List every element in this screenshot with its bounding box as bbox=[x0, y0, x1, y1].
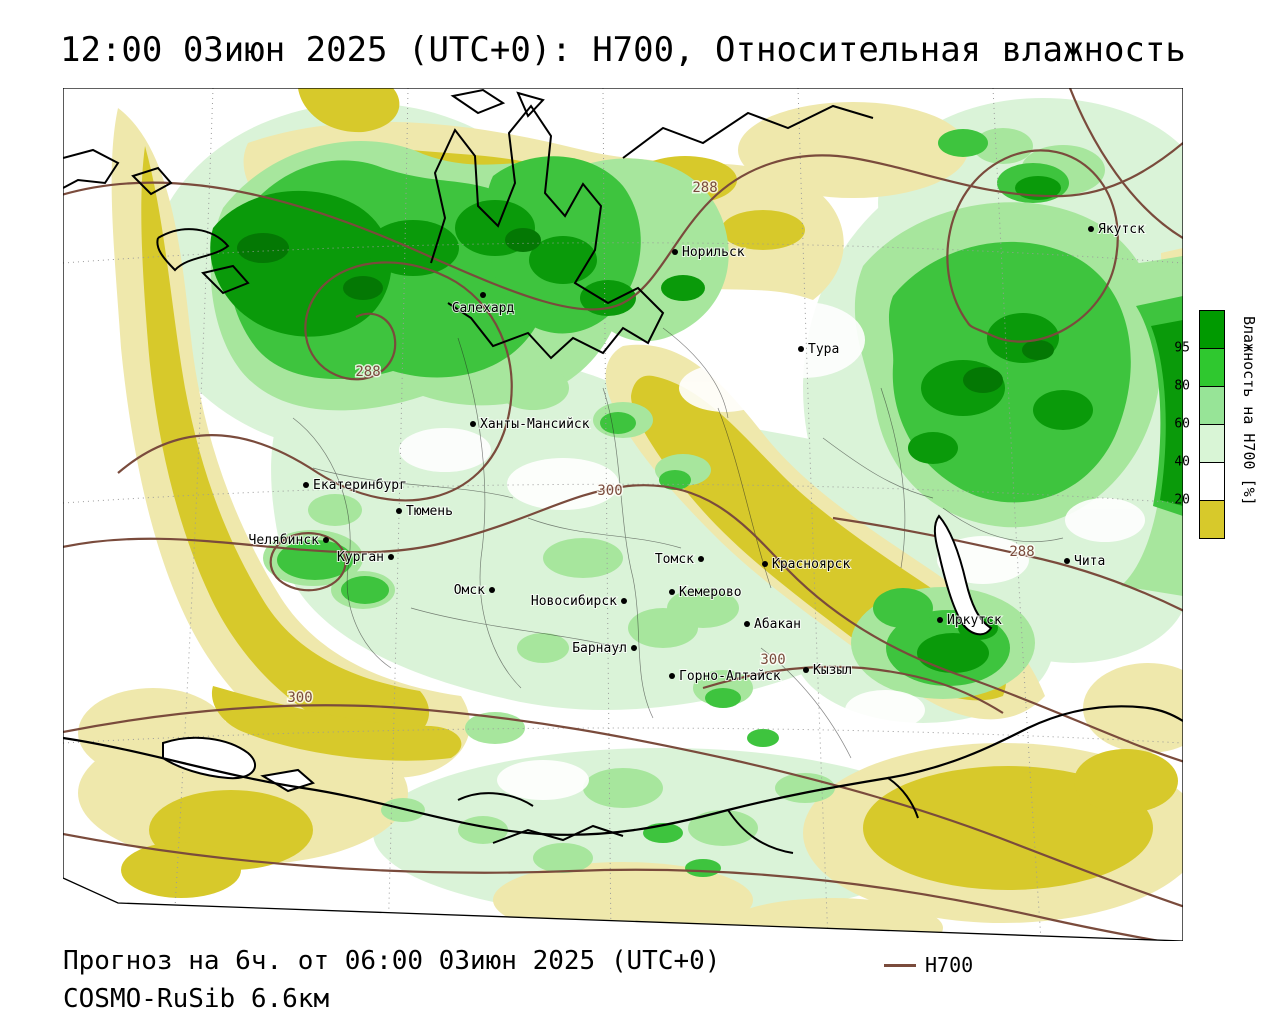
city-dot bbox=[669, 589, 675, 595]
city-label: Екатеринбург bbox=[313, 478, 407, 493]
colorbar-tick-label: 40 bbox=[1174, 454, 1190, 470]
city-dot bbox=[396, 508, 402, 514]
city-marker: Омск bbox=[453, 582, 495, 599]
colorbar-segment bbox=[1200, 387, 1224, 425]
city-markers: Норильск Салехард Тура Якутск Ханты-Мансийск… bbox=[248, 221, 1147, 685]
graticule bbox=[63, 88, 1183, 941]
city-marker: Абакан bbox=[744, 616, 802, 633]
city-marker: Челябинск bbox=[248, 532, 329, 549]
admin-borders bbox=[292, 327, 1064, 759]
city-marker: Ханты-Мансийск bbox=[470, 416, 591, 433]
city-dot bbox=[937, 617, 943, 623]
city-marker: Кемерово bbox=[669, 584, 743, 601]
city-marker: Екатеринбург bbox=[303, 477, 408, 494]
city-marker: Новосибирск bbox=[530, 593, 627, 610]
map-border bbox=[63, 88, 1183, 941]
city-label: Курган bbox=[337, 550, 384, 565]
city-marker: Курган bbox=[336, 549, 394, 566]
colorbar-segment bbox=[1200, 311, 1224, 349]
humidity-field-white-gaps bbox=[399, 302, 1145, 800]
city-dot bbox=[388, 554, 394, 560]
city-label: Салехард bbox=[452, 301, 515, 316]
humidity-field-darkest-green bbox=[237, 228, 1054, 393]
city-dot bbox=[480, 292, 486, 298]
city-marker: Салехард bbox=[451, 292, 515, 317]
city-marker: Барнаул bbox=[571, 640, 637, 657]
coastlines bbox=[63, 88, 1183, 854]
lake-baikal bbox=[933, 514, 993, 636]
city-label: Кызыл bbox=[813, 663, 852, 678]
city-label: Красноярск bbox=[772, 557, 850, 572]
colorbar-tick-label: 60 bbox=[1174, 416, 1190, 432]
page-title: 12:00 03июн 2025 (UTC+0): H700, Относите… bbox=[60, 30, 1186, 70]
city-dot bbox=[303, 482, 309, 488]
city-dot bbox=[798, 346, 804, 352]
colorbar-segment bbox=[1200, 349, 1224, 387]
city-label: Тюмень bbox=[406, 504, 453, 519]
city-label: Новосибирск bbox=[531, 594, 617, 609]
city-marker: Иркутск bbox=[937, 612, 1003, 629]
contour-label: 288 bbox=[1009, 544, 1034, 560]
forecast-info: Прогноз на 6ч. от 06:00 03июн 2025 (UTC+… bbox=[63, 946, 721, 976]
contour-labels: 288 288 300 288 300 300 bbox=[286, 179, 1036, 708]
city-dot bbox=[489, 587, 495, 593]
city-dot bbox=[1088, 226, 1094, 232]
colorbar-tick-label: 95 bbox=[1174, 340, 1190, 356]
map-area: 288 288 300 288 300 300 Норильск Салехард Тура Я… bbox=[63, 88, 1183, 941]
city-dot bbox=[803, 667, 809, 673]
city-dot bbox=[698, 556, 704, 562]
city-label: Чита bbox=[1074, 554, 1105, 569]
city-marker: Тюмень bbox=[396, 503, 454, 520]
city-marker: Красноярск bbox=[762, 556, 851, 573]
city-label: Кемерово bbox=[679, 585, 742, 600]
city-label: Горно-Алтайск bbox=[679, 669, 781, 684]
city-dot bbox=[672, 249, 678, 255]
city-label: Абакан bbox=[754, 617, 801, 632]
contour-label: 300 bbox=[287, 690, 312, 706]
city-label: Иркутск bbox=[947, 613, 1002, 628]
city-dot bbox=[470, 421, 476, 427]
colorbar-tick-label: 80 bbox=[1174, 378, 1190, 394]
contour-line-swatch bbox=[884, 963, 916, 967]
colorbar-ticks: 95 80 60 40 20 bbox=[1152, 310, 1194, 534]
contour-legend: H700 bbox=[884, 953, 973, 977]
city-marker: Кызыл bbox=[803, 662, 853, 679]
colorbar-tick-label: 20 bbox=[1174, 492, 1190, 508]
model-info: COSMO-RuSib 6.6км bbox=[63, 984, 330, 1014]
city-marker: Якутск bbox=[1088, 221, 1146, 238]
colorbar-segment bbox=[1200, 463, 1224, 501]
contour-lines bbox=[63, 88, 1183, 941]
contour-label: 288 bbox=[355, 364, 380, 380]
city-dot bbox=[631, 645, 637, 651]
colorbar-segment bbox=[1200, 425, 1224, 463]
contour-label: 288 bbox=[692, 180, 717, 196]
city-label: Якутск bbox=[1098, 222, 1145, 237]
city-label: Ханты-Мансийск bbox=[480, 417, 590, 432]
city-label: Томск bbox=[655, 552, 694, 567]
colorbar-segment bbox=[1200, 501, 1224, 538]
city-dot bbox=[1064, 558, 1070, 564]
colorbar-label: Влажность на H700 [%] bbox=[1240, 316, 1258, 506]
city-dot bbox=[744, 621, 750, 627]
city-dot bbox=[323, 537, 329, 543]
city-marker: Горно-Алтайск bbox=[669, 668, 782, 685]
colorbar bbox=[1199, 310, 1225, 539]
city-dot bbox=[762, 561, 768, 567]
city-dot bbox=[669, 673, 675, 679]
city-marker: Томск bbox=[654, 551, 704, 568]
contour-label: 300 bbox=[597, 483, 622, 499]
city-marker: Чита bbox=[1064, 553, 1106, 570]
contour-label: 300 bbox=[760, 652, 785, 668]
contour-legend-label: H700 bbox=[925, 953, 974, 977]
city-marker: Тура bbox=[798, 341, 840, 358]
city-label: Барнаул bbox=[572, 641, 627, 656]
city-dot bbox=[621, 598, 627, 604]
city-label: Челябинск bbox=[249, 533, 320, 548]
city-marker: Норильск bbox=[672, 244, 746, 261]
city-label: Тура bbox=[808, 342, 839, 357]
city-label: Омск bbox=[454, 583, 485, 598]
city-label: Норильск bbox=[682, 245, 745, 260]
humidity-map: 288 288 300 288 300 300 Норильск Салехард Тура Я… bbox=[63, 88, 1183, 941]
